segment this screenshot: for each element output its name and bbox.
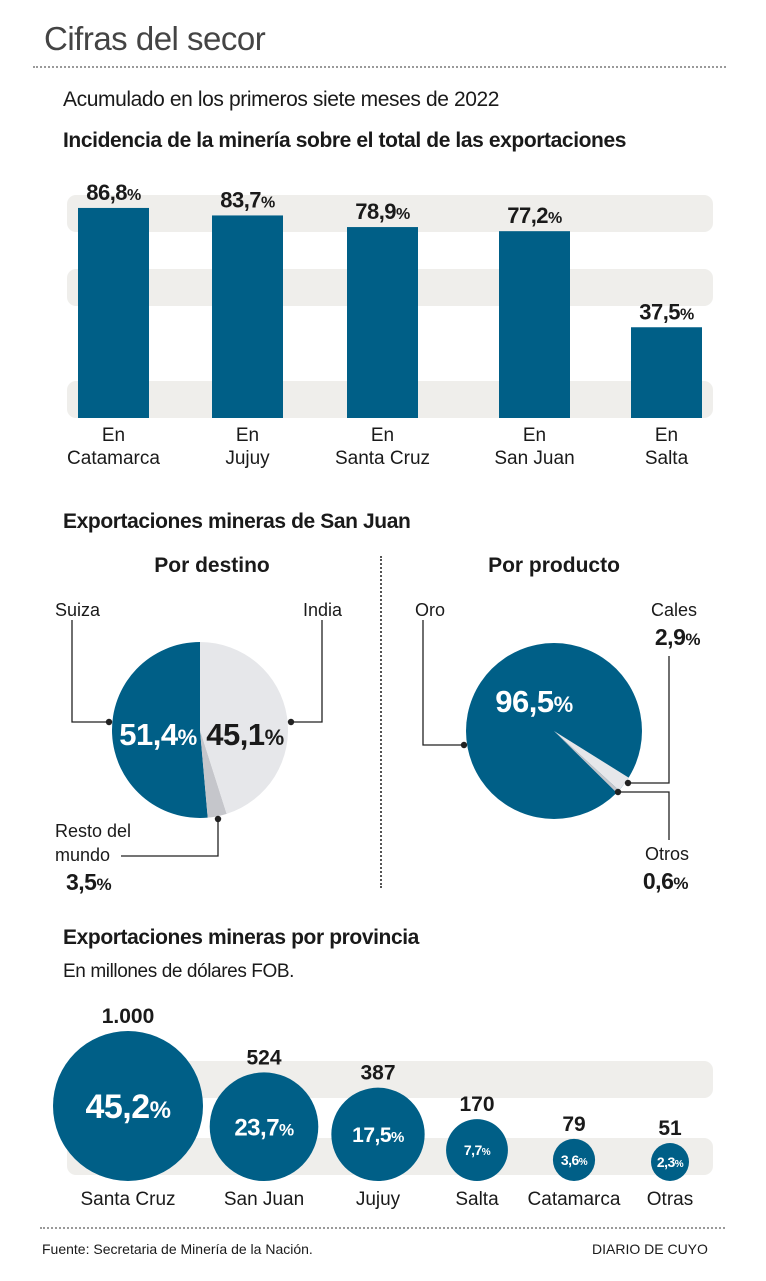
brand-name: DIARIO DE CUYO [592,1241,708,1257]
bar-category-label: En [655,425,678,446]
bar-chart: 86,8%EnCatamarca83,7%EnJujuy78,9%EnSanta… [67,180,713,469]
bubble-share-label: 7,7% [464,1142,491,1158]
bar-category-label: En [371,425,394,446]
pie-value-india: 45,1% [206,717,283,752]
bubble-value-label: 1.000 [102,1005,155,1028]
destino-title: Por destino [154,554,270,577]
pie-value-suiza: 51,4% [119,717,196,752]
connector-dot [214,815,222,823]
bubble-san-juan [209,1072,319,1181]
province-subtitle: En millones de dólares FOB. [63,961,295,982]
title-divider [33,66,726,68]
bar-value-label: 77,2% [507,203,562,228]
bubble-jujuy [331,1087,425,1181]
bar-1 [78,207,149,418]
connector-oro [422,620,464,746]
bubble-value-label: 79 [562,1113,585,1136]
label-suiza: Suiza [55,600,101,620]
pie-slice-cales [554,731,629,791]
connector-dot [624,779,632,787]
connector-otros [618,791,670,840]
province-title: Exportaciones mineras por provincia [63,926,419,949]
pie-value-cales: 2,9% [655,624,700,650]
connector-india [291,620,323,723]
bubble-value-label: 387 [360,1062,395,1085]
bubble-share-label: 3,6% [561,1152,588,1168]
bar-value-label: 83,7% [220,187,275,212]
source-note: Fuente: Secretaria de Minería de la Naci… [42,1241,313,1257]
bubble-santa-cruz [53,1031,203,1181]
bar-category-label: Catamarca [67,448,160,469]
bar-3 [347,227,418,418]
bubble-category-label: Catamarca [528,1189,621,1210]
bubble-category-label: San Juan [224,1189,304,1210]
page-title: Cifras del secor [44,20,266,57]
bubble-share-label: 45,2% [85,1088,170,1126]
bubble-value-label: 524 [246,1046,281,1069]
bar-category-label: San Juan [494,448,574,469]
connector-dot [460,741,468,749]
connector-suiza [71,620,109,723]
pie-slice-resto [200,730,227,818]
connector-dot [287,718,295,726]
bubble-share-label: 23,7% [234,1114,294,1141]
pie-value-otros: 0,6% [643,868,688,894]
bar-4 [499,231,570,418]
bubble-category-label: Jujuy [356,1189,401,1210]
footer-divider [40,1227,725,1229]
bar-category-label: Santa Cruz [335,448,430,469]
bar-value-label: 37,5% [639,299,694,324]
bar-category-label: En [236,425,259,446]
pie-value-oro: 96,5% [495,684,572,719]
bar-category-label: En [523,425,546,446]
connector-resto [121,819,219,857]
bubble-value-label: 51 [658,1117,682,1140]
label-india: India [303,600,343,620]
bar-5 [631,327,702,418]
section-divider [380,556,382,888]
bubble-category-label: Otras [647,1189,693,1210]
pie-slice-suiza [112,642,208,818]
bubble-category-label: Salta [455,1189,499,1210]
bar-category-label: Salta [645,448,689,469]
bar-chart-title: Incidencia de la minería sobre el total … [63,129,627,152]
bubble-share-label: 2,3% [657,1154,684,1170]
label-resto: Resto del [55,821,131,841]
pie-slice-india [200,642,288,814]
label-resto: mundo [55,845,110,865]
bubble-value-label: 170 [459,1093,494,1116]
bar-category-label: En [102,425,125,446]
label-oro: Oro [415,600,445,620]
pie-charts: 51,4% 45,1% Suiza India Resto del mundo 3,5% 96… [55,600,701,895]
period-subtitle: Acumulado en los primeros siete meses de… [63,88,500,111]
label-cales: Cales [651,600,697,620]
connector-cales [628,656,670,784]
bar-2 [212,215,283,418]
sanjuan-title: Exportaciones mineras de San Juan [63,510,411,533]
bar-value-label: 86,8% [86,180,141,205]
producto-title: Por producto [488,554,620,577]
label-otros: Otros [645,844,689,864]
bubble-category-label: Santa Cruz [80,1189,175,1210]
bubble-otras [651,1143,689,1181]
bubble-catamarca [552,1138,596,1181]
pie-slice-otros [554,731,619,793]
bubble-chart: 45,2% 1.000 Santa Cruz 23,7% 524 San Juan 17,5… [53,1005,713,1210]
pie-value-resto: 3,5% [66,869,111,895]
bubble-share-label: 17,5% [352,1124,404,1147]
connector-dot [614,788,622,796]
bubble-salta [446,1119,508,1181]
bar-category-label: Jujuy [225,448,270,469]
bar-value-label: 78,9% [355,199,410,224]
connector-dot [105,718,113,726]
